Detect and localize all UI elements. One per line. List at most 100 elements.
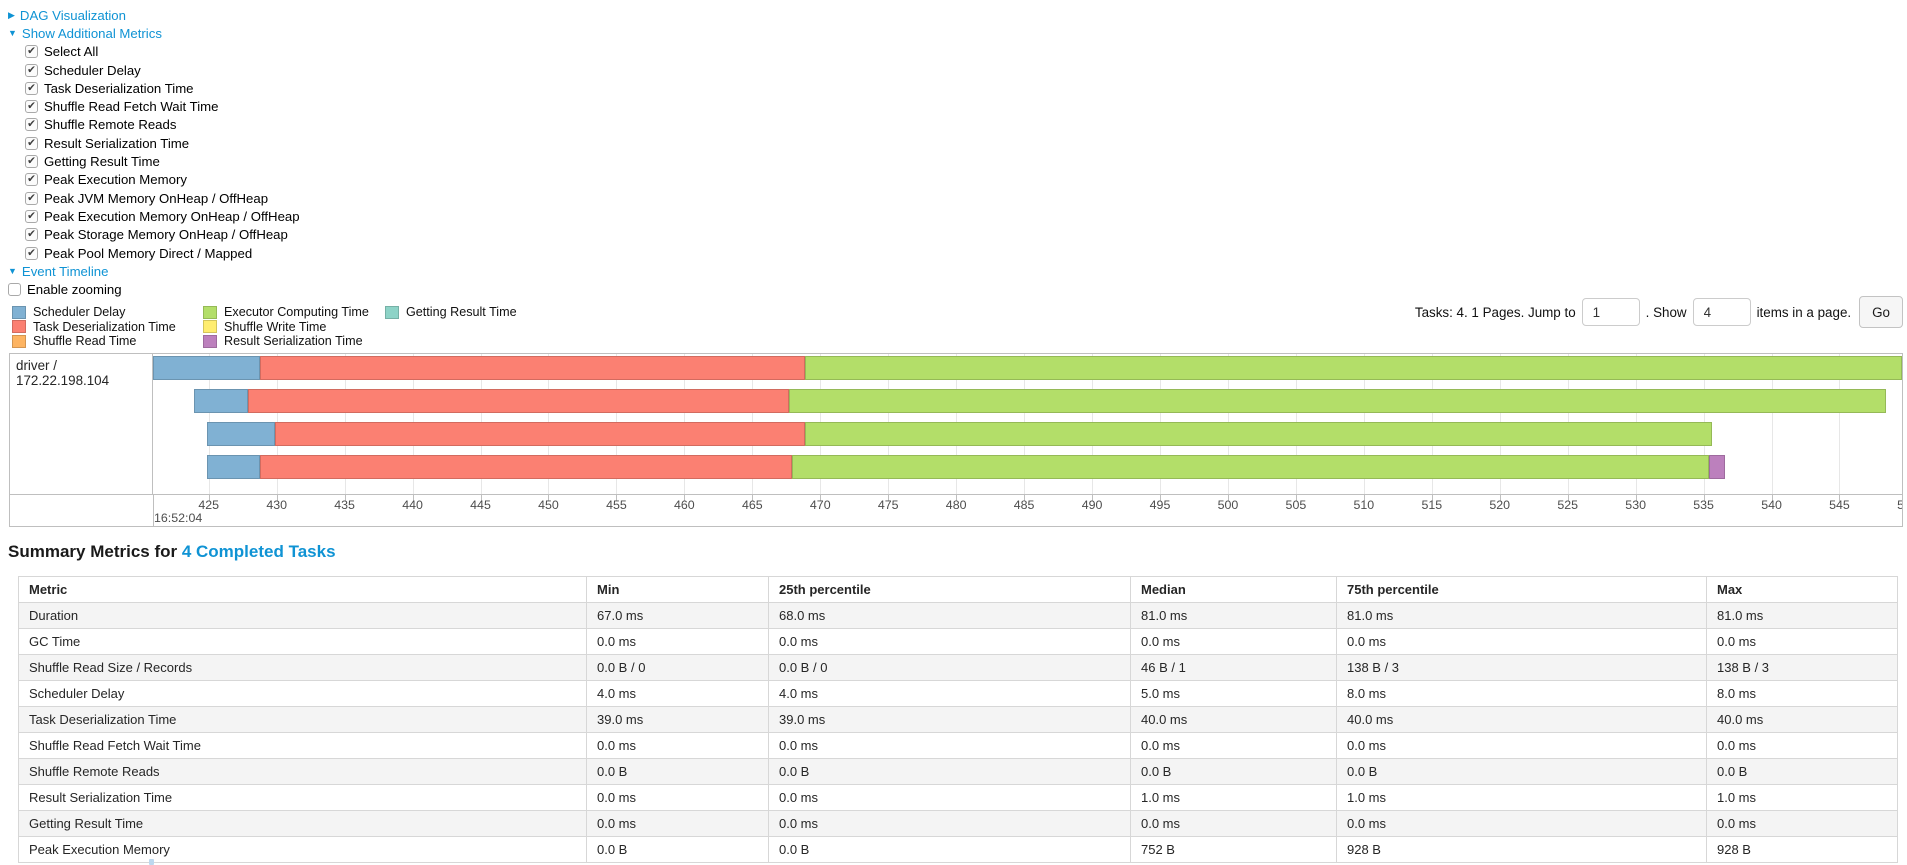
axis-tick-label: 475: [877, 498, 899, 512]
axis-tick-mark: [956, 495, 958, 501]
completed-tasks-link[interactable]: 4 Completed Tasks: [181, 542, 336, 561]
summary-table-row: GC Time 0.0 ms 0.0 ms 0.0 ms 0.0 ms 0.0 ms: [18, 628, 1898, 655]
metric-value-cell: 4.0 ms: [586, 680, 769, 707]
metric-checkbox-label: Scheduler Delay: [44, 62, 141, 78]
event-timeline-link[interactable]: Event Timeline: [21, 263, 109, 279]
task-bar-segment-task-deserialization[interactable]: [275, 422, 806, 446]
jump-to-page-input[interactable]: [1581, 298, 1640, 326]
legend-label: Executor Computing Time: [224, 305, 369, 320]
task-timeline-row: [153, 422, 1902, 446]
summary-metrics-table: Metric Min 25th percentile Median 75th perce…: [18, 576, 1898, 863]
metric-checkbox[interactable]: ✔: [25, 155, 38, 169]
metric-checkbox[interactable]: ✔: [25, 100, 38, 114]
metric-checkbox[interactable]: ✔: [25, 136, 38, 150]
metric-value-cell: 0.0 ms: [768, 784, 1131, 811]
metric-checkbox[interactable]: ✔: [25, 191, 38, 205]
axis-tick-label: 545: [1829, 498, 1850, 512]
axis-tick-mark: [1703, 495, 1705, 501]
metric-checkbox[interactable]: ✔: [25, 228, 38, 242]
metric-value-cell: 40.0 ms: [1706, 706, 1898, 733]
task-bar-segment-executor-computing[interactable]: [805, 356, 1902, 380]
metric-value-cell: 138 B / 3: [1706, 654, 1898, 681]
metric-value-cell: 928 B: [1336, 836, 1707, 863]
go-button[interactable]: Go: [1859, 296, 1903, 328]
event-timeline-chart: driver / 172.22.198.104 425 430 435 440 445 4…: [9, 353, 1903, 527]
task-bar-segment-scheduler-delay[interactable]: [207, 422, 276, 446]
items-per-page-input[interactable]: [1692, 298, 1751, 326]
task-bar-segment-executor-computing[interactable]: [789, 389, 1886, 413]
metric-checkbox[interactable]: ✔: [25, 81, 38, 95]
axis-tick-label: 465: [741, 498, 763, 512]
metric-checkbox[interactable]: ✔: [25, 209, 38, 223]
task-bar-segment-result-serialization[interactable]: [1709, 455, 1726, 479]
legend-label: Getting Result Time: [406, 305, 517, 320]
legend-item-task-deserialization: Task Deserialization Time: [12, 320, 176, 335]
metric-value-cell: 81.0 ms: [1130, 602, 1337, 629]
metric-value-cell: 0.0 B: [1706, 758, 1898, 785]
result-serialization-swatch-icon: [203, 334, 217, 348]
metric-checkbox-row: ✔ Getting Result Time: [25, 152, 300, 170]
expanded-arrow-icon: ▼: [8, 265, 17, 276]
axis-tick-mark: [684, 495, 686, 501]
metric-value-cell: 67.0 ms: [586, 602, 769, 629]
task-bar-segment-executor-computing[interactable]: [791, 455, 1709, 479]
metric-checkbox-label: Shuffle Read Fetch Wait Time: [44, 99, 219, 115]
scheduler-delay-swatch-icon: [12, 305, 26, 319]
task-bar-segment-task-deserialization[interactable]: [260, 356, 806, 380]
summary-table-row: Duration 67.0 ms 68.0 ms 81.0 ms 81.0 ms 81.0…: [18, 602, 1898, 629]
task-bar-segment-scheduler-delay[interactable]: [153, 356, 261, 380]
metric-value-cell: 0.0 B: [768, 836, 1131, 863]
metric-value-cell: 0.0 B: [586, 758, 769, 785]
metric-value-cell: 0.0 ms: [1130, 732, 1337, 759]
axis-tick-mark: [1499, 495, 1501, 501]
metric-value-cell: 1.0 ms: [1336, 784, 1707, 811]
legend-item-executor-computing: Executor Computing Time: [203, 305, 369, 320]
metric-checkbox-row: ✔ Peak JVM Memory OnHeap / OffHeap: [25, 189, 300, 207]
axis-tick-label: 445: [470, 498, 491, 512]
metric-value-cell: 0.0 B: [1336, 758, 1707, 785]
legend-item-getting-result: Getting Result Time: [385, 305, 517, 320]
task-timeline-row: [153, 455, 1902, 479]
task-bar-segment-scheduler-delay[interactable]: [207, 455, 261, 479]
metric-checkbox-row: ✔ Task Deserialization Time: [25, 79, 300, 97]
metric-value-cell: 0.0 ms: [768, 732, 1131, 759]
metric-checkbox-row: ✔ Scheduler Delay: [25, 61, 300, 79]
metric-name-cell: Duration: [18, 602, 587, 629]
task-bar-segment-task-deserialization[interactable]: [260, 455, 792, 479]
enable-zooming-checkbox[interactable]: [8, 283, 21, 297]
show-additional-metrics-link[interactable]: Show Additional Metrics: [21, 25, 162, 41]
metric-checkbox[interactable]: ✔: [25, 45, 38, 59]
summary-table-row: Task Deserialization Time 39.0 ms 39.0 ms 4…: [18, 706, 1898, 733]
show-additional-metrics-toggle[interactable]: ▼ Show Additional Metrics: [8, 24, 300, 42]
metric-checkbox[interactable]: ✔: [25, 63, 38, 77]
timeline-time-axis: 425 430 435 440 445 450 455 460 465 470 475 480 485 4…: [10, 494, 1902, 526]
dag-visualization-link[interactable]: DAG Visualization: [19, 7, 126, 23]
axis-gridline: [1839, 354, 1841, 494]
shuffle-read-swatch-icon: [12, 334, 26, 348]
axis-tick-mark: [1839, 495, 1841, 501]
axis-tick-mark: [1431, 495, 1433, 501]
collapsed-arrow-icon: ▶: [8, 9, 15, 20]
metric-value-cell: 0.0 B / 0: [768, 654, 1131, 681]
metric-value-cell: 0.0 ms: [1336, 732, 1707, 759]
metric-checkbox-label: Peak Storage Memory OnHeap / OffHeap: [44, 227, 288, 243]
metric-checkbox[interactable]: ✔: [25, 246, 38, 260]
task-bar-segment-executor-computing[interactable]: [805, 422, 1712, 446]
metric-checkbox[interactable]: ✔: [25, 173, 38, 187]
axis-tick-label: 450: [538, 498, 559, 512]
axis-tick-mark: [820, 495, 822, 501]
dag-visualization-toggle[interactable]: ▶ DAG Visualization: [8, 6, 300, 24]
metric-value-cell: 0.0 ms: [1130, 810, 1337, 837]
task-bar-segment-scheduler-delay[interactable]: [193, 389, 249, 413]
metric-checkbox[interactable]: ✔: [25, 118, 38, 132]
summary-column-header: Min: [586, 576, 769, 603]
metric-value-cell: 81.0 ms: [1706, 602, 1898, 629]
legend-label: Result Serialization Time: [224, 334, 363, 349]
axis-tick-label: 430: [266, 498, 287, 512]
summary-heading-prefix: Summary Metrics for: [8, 542, 182, 561]
task-bar-segment-task-deserialization[interactable]: [248, 389, 789, 413]
axis-tick-label: 540: [1761, 498, 1782, 512]
event-timeline-toggle[interactable]: ▼ Event Timeline: [8, 262, 300, 280]
metric-value-cell: 138 B / 3: [1336, 654, 1707, 681]
metric-value-cell: 68.0 ms: [768, 602, 1131, 629]
